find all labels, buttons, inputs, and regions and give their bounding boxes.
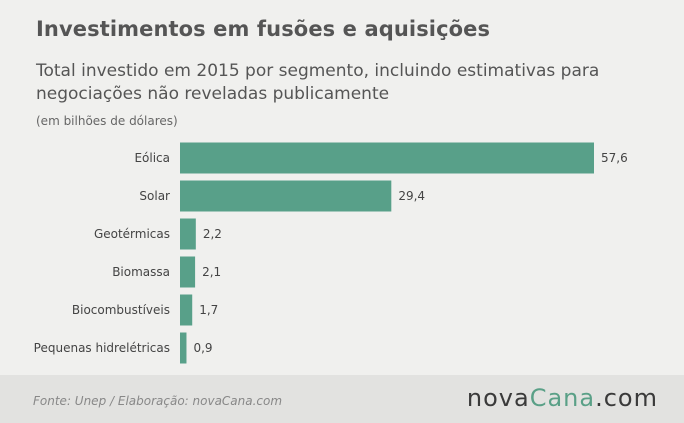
category-label: Biocombustíveis bbox=[72, 303, 170, 317]
category-label: Biomassa bbox=[112, 265, 170, 279]
value-label: 57,6 bbox=[601, 151, 628, 165]
category-label: Solar bbox=[139, 189, 170, 203]
bar bbox=[180, 256, 196, 288]
category-label: Geotérmicas bbox=[94, 227, 170, 241]
category-label: Pequenas hidrelétricas bbox=[34, 341, 170, 355]
logo-main: nova bbox=[466, 384, 530, 412]
value-label: 29,4 bbox=[398, 189, 425, 203]
chart-title: Investimentos em fusões e aquisições bbox=[36, 17, 491, 41]
source-note: Fonte: Unep / Elaboração: novaCana.com bbox=[33, 394, 283, 408]
value-label: 0,9 bbox=[193, 341, 212, 355]
category-label: Eólica bbox=[134, 151, 170, 165]
bar bbox=[180, 180, 392, 212]
brand-logo: novaCana.com bbox=[467, 384, 658, 412]
bar bbox=[180, 294, 193, 326]
value-label: 1,7 bbox=[199, 303, 218, 317]
logo-tail: .com bbox=[595, 384, 658, 412]
bar bbox=[180, 218, 196, 250]
logo-accent: Cana bbox=[529, 384, 596, 412]
value-label: 2,1 bbox=[202, 265, 221, 279]
footer: Fonte: Unep / Elaboração: novaCana.com n… bbox=[0, 375, 684, 423]
bar bbox=[180, 332, 187, 364]
value-label: 2,2 bbox=[203, 227, 222, 241]
bar bbox=[180, 142, 594, 174]
bar-chart: Eólica 57,6 Solar 29,4 Geotérmicas 2,2 Biomass… bbox=[34, 142, 628, 364]
chart-subtitle: Total investido em 2015 por segmento, in… bbox=[36, 61, 600, 104]
unit-label: (em bilhões de dólares) bbox=[36, 114, 178, 128]
